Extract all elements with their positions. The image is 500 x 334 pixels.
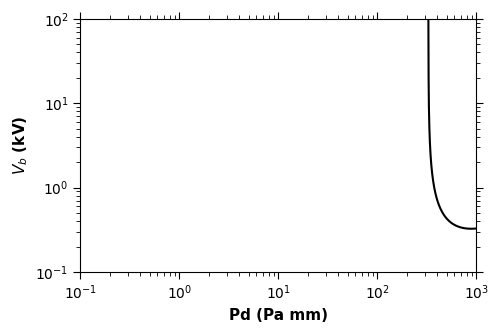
Y-axis label: $V_b$ (kV): $V_b$ (kV) bbox=[11, 116, 30, 175]
X-axis label: Pd (Pa mm): Pd (Pa mm) bbox=[229, 308, 328, 323]
